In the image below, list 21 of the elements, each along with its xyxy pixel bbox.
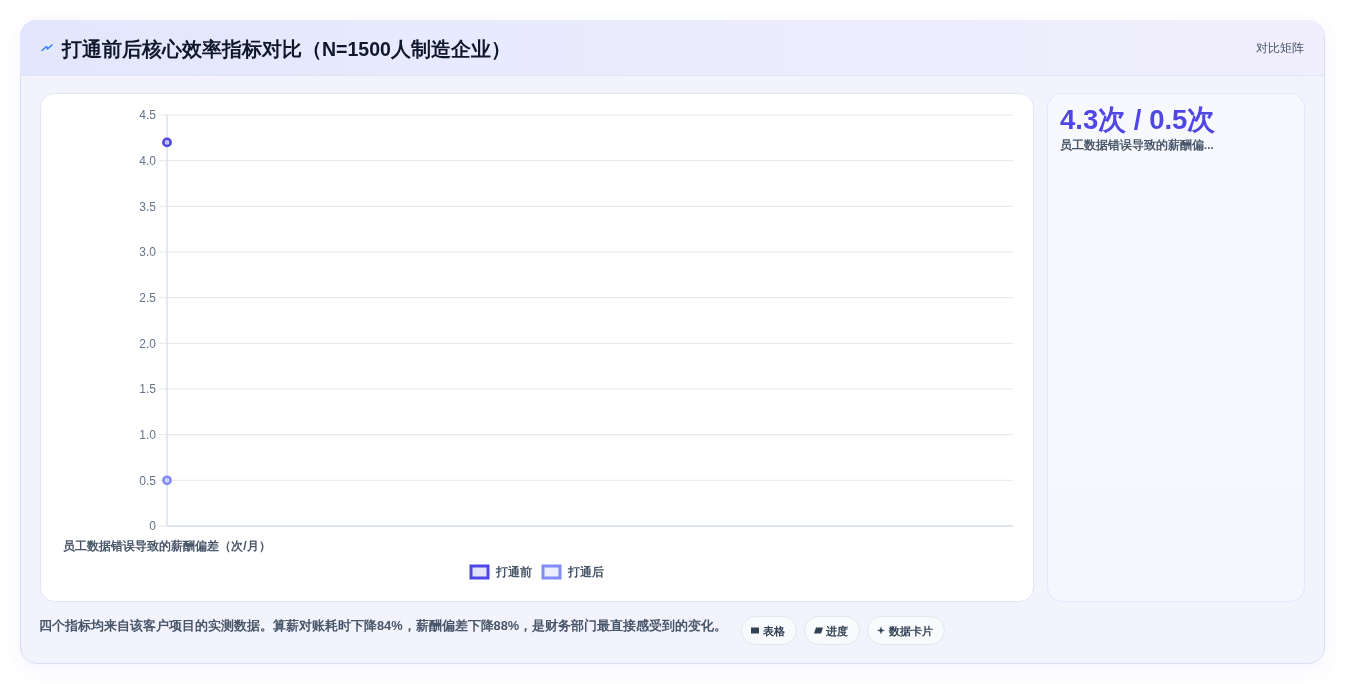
y-tick-label: 2.0 xyxy=(139,336,157,351)
y-tick-label: 4.0 xyxy=(139,153,157,168)
y-tick-label: 4.5 xyxy=(139,108,157,123)
x-tick-label: 员工数据错误导致的薪酬偏差（次/月） xyxy=(63,539,271,553)
text: 数据卡片 xyxy=(888,624,933,637)
text: 对比矩阵 xyxy=(1256,41,1304,55)
y-tick-label: 1.5 xyxy=(139,382,157,397)
y-tick-label: 2.5 xyxy=(139,290,157,305)
text: 进度 xyxy=(825,624,848,637)
text: 4.3次 / 0.5次 xyxy=(1060,104,1217,135)
y-tick-label: 3.5 xyxy=(139,199,157,214)
text: 表格 xyxy=(762,624,786,637)
text: 打通前后核心效率指标对比（N=1500人制造企业） xyxy=(61,38,511,60)
legend-label: 打通前 xyxy=(494,565,532,580)
legend-label: 打通后 xyxy=(566,565,604,580)
y-tick-label: 0.5 xyxy=(139,473,157,488)
text: 员工数据错误导致的薪酬偏... xyxy=(1060,138,1214,152)
y-tick-label: 0 xyxy=(149,519,157,534)
y-tick-label: 1.0 xyxy=(139,427,157,442)
text: 四个指标均来自该客户项目的实测数据。算薪对账耗时下降84%，薪酬偏差下降88%，是财务部门最直接感受到的变化。 xyxy=(39,618,728,633)
y-tick-label: 3.0 xyxy=(139,245,157,260)
